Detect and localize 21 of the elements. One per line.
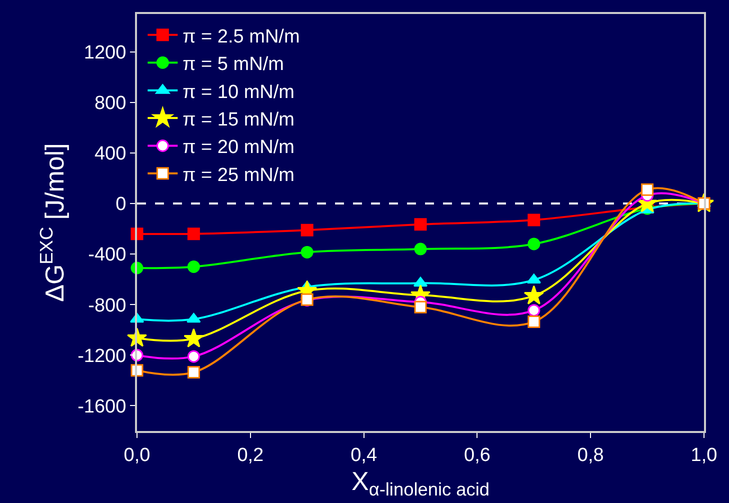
y-tick-label: 400 xyxy=(94,144,126,165)
y-tick-label: -400 xyxy=(88,244,126,266)
y-tick-label: -1200 xyxy=(78,346,126,367)
x-tick-label: 0,6 xyxy=(464,444,490,466)
legend-label: π = 25 mN/m xyxy=(182,164,295,186)
y-tick-label: -1600 xyxy=(78,396,126,418)
x-tick-label: 0,2 xyxy=(237,444,264,466)
y-tick-label: 1200 xyxy=(84,42,126,64)
x-axis-title: X$_{α-linolenic acid}$ xyxy=(351,466,490,500)
legend-label: π = 5 mN/m xyxy=(182,54,284,76)
x-tick-label: 1,0 xyxy=(690,444,718,466)
x-tick-label: 0,0 xyxy=(124,444,150,466)
legend-label: π = 10 mN/m xyxy=(182,82,295,103)
legend-label: π = 2.5 mN/m xyxy=(182,26,300,48)
y-tick-label: 0 xyxy=(116,194,126,216)
legend-label: π = 15 mN/m xyxy=(182,109,295,130)
y-tick-label: -800 xyxy=(88,295,126,316)
legend-label: π = 20 mN/m xyxy=(182,137,295,158)
y-tick-label: 800 xyxy=(94,93,126,114)
x-tick-label: 0,4 xyxy=(350,444,378,466)
x-tick-label: 0,8 xyxy=(577,444,604,466)
